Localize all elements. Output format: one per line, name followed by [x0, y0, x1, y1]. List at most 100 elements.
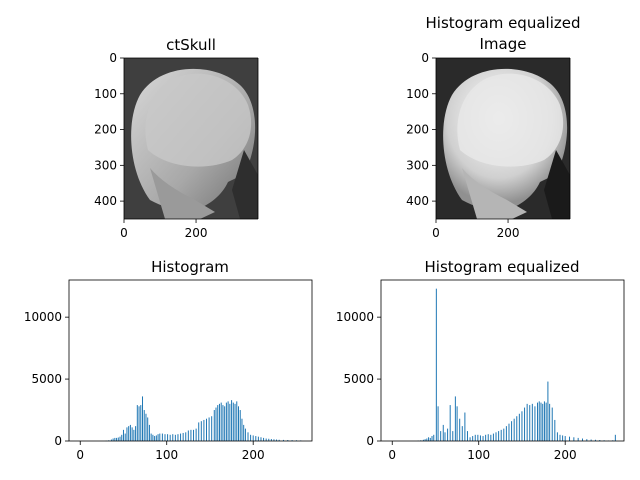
histogram-equalized-bar [511, 421, 513, 441]
histogram-equalized-bar [505, 426, 507, 441]
histogram-equalized-bar [564, 436, 566, 441]
histogram-equalized-bar [529, 405, 531, 441]
histogram-bar [243, 424, 245, 441]
histogram-bar [167, 434, 169, 441]
histogram-title: Histogram [151, 258, 229, 276]
histogram-bar [241, 418, 243, 441]
histogram-equalized-bar [444, 432, 446, 441]
histogram-bar [205, 418, 207, 441]
histogram-equalized-bar [474, 434, 476, 441]
histogram-bar [129, 424, 131, 441]
histogram-equalized-bar [466, 431, 468, 441]
histogram-equalized-bar [531, 403, 533, 441]
histogram-equalized-bar [577, 437, 579, 441]
histogram-bar [268, 438, 270, 441]
histogram-ytick-label-1: 5000 [31, 372, 62, 386]
histogram-equalized-bar [442, 424, 444, 441]
ct-image-title: ctSkull [166, 36, 216, 54]
histogram-bar [222, 405, 224, 441]
histogram-equalized-bar [479, 435, 481, 441]
ct-image-xtick-label-1: 200 [185, 226, 208, 240]
histogram-axes-frame [68, 279, 313, 442]
histogram-bar [164, 434, 166, 441]
histogram-equalized-bar [581, 438, 583, 441]
eq-image-xtick-label-0: 0 [432, 226, 440, 240]
histogram-bar [232, 402, 234, 441]
histogram-equalized-bar [538, 401, 540, 441]
histogram-equalized-bar [547, 381, 549, 441]
histogram-bar [180, 433, 182, 441]
histogram-bar [135, 426, 137, 441]
histogram-bar [190, 429, 192, 441]
ct-image-panel: ctSkull 0 100 200 300 400 0 200 [94, 36, 259, 240]
histogram-equalized-bar [495, 432, 497, 441]
histogram-equalized-xtick-label-0: 0 [388, 448, 396, 462]
histogram-bar [237, 406, 239, 441]
histogram-bar [155, 435, 157, 441]
eq-image-ytick-label-0: 0 [421, 51, 429, 65]
eq-image-ytick-label-1: 100 [406, 87, 429, 101]
eq-image-ytick-label-2: 200 [406, 123, 429, 137]
histogram-bar [282, 439, 284, 441]
histogram-equalized-xtick-label-2: 200 [554, 448, 577, 462]
histogram-bar [142, 396, 144, 441]
histogram-bar [121, 434, 123, 441]
histogram-equalized-plot: 0 5000 10000 0 100 200 [336, 279, 625, 462]
histogram-equalized-bar [429, 437, 431, 441]
histogram-bar [145, 413, 147, 441]
histogram-equalized-bar [586, 439, 588, 441]
histogram-equalized-bar [590, 439, 592, 441]
histogram-bar [114, 437, 116, 441]
histogram-equalized-bar [431, 436, 433, 441]
histogram-plot: 0 5000 10000 0 100 200 [24, 279, 313, 462]
histogram-bar [161, 433, 163, 441]
histogram-equalized-ytick-label-2: 10000 [336, 310, 374, 324]
histogram-bar [208, 417, 210, 441]
histogram-bar [195, 428, 197, 441]
histogram-equalized-bar [554, 419, 556, 441]
histogram-bar [122, 429, 124, 441]
histogram-bar [154, 436, 156, 441]
histogram-bar [211, 416, 213, 441]
histogram-bar [148, 424, 150, 441]
histogram-bar [234, 403, 236, 441]
ct-image-xtick-label-0: 0 [120, 226, 128, 240]
histogram-equalized-bar [437, 406, 439, 441]
histogram-bar [174, 434, 176, 441]
histogram-bar [138, 406, 140, 441]
histogram-bar [227, 401, 229, 441]
histogram-equalized-bar [426, 438, 428, 441]
histogram-equalized-bar [464, 412, 466, 441]
histogram-equalized-bar [428, 437, 430, 441]
histogram-bar [244, 428, 246, 441]
histogram-equalized-title: Histogram equalized [425, 258, 580, 276]
histogram-equalized-bar [435, 288, 437, 441]
histogram-equalized-bar [508, 423, 510, 441]
histogram-xtick-label-1: 100 [155, 448, 178, 462]
histogram-panel: Histogram 0 5000 10000 0 100 200 [24, 258, 313, 462]
histogram-equalized-bar [599, 440, 601, 441]
ct-image-ytick-label-2: 200 [94, 123, 117, 137]
histogram-bar [250, 434, 252, 441]
histogram-bar [193, 429, 195, 441]
histogram-equalized-bar [562, 435, 564, 441]
histogram-equalized-bar [543, 401, 545, 441]
histogram-bar [231, 400, 233, 441]
histogram-bar [200, 421, 202, 441]
ct-image-ytick-label-4: 400 [94, 194, 117, 208]
histogram-equalized-bar [540, 402, 542, 441]
histogram-equalized-bar [447, 428, 449, 441]
histogram-equalized-bar [556, 432, 558, 441]
histogram-equalized-bar [487, 434, 489, 441]
histogram-bar [117, 437, 119, 441]
histogram-equalized-bar [459, 418, 461, 441]
histogram-equalized-bar [573, 437, 575, 441]
ct-image-ytick-label-0: 0 [109, 51, 117, 65]
histogram-bar [112, 438, 114, 441]
histogram-bar [140, 405, 142, 441]
ct-image-ytick-label-3: 300 [94, 158, 117, 172]
histogram-equalized-bar [534, 406, 536, 441]
histogram-bar [172, 434, 174, 441]
histogram-equalized-bar [516, 416, 518, 441]
ct-skull-image [124, 58, 258, 219]
